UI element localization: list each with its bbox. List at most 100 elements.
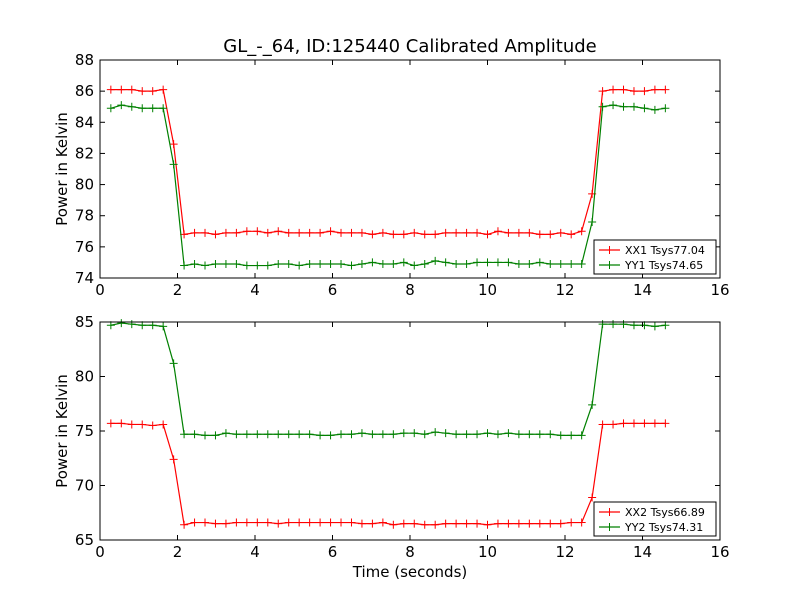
data-point	[661, 85, 670, 94]
data-point	[420, 430, 429, 439]
data-point	[577, 431, 586, 440]
data-point	[640, 321, 649, 330]
data-point	[326, 518, 335, 527]
legend-marker	[605, 246, 614, 254]
data-point	[284, 259, 293, 268]
data-point	[399, 429, 408, 438]
data-point	[357, 259, 366, 268]
data-point	[431, 256, 440, 265]
x-tick-label: 0	[95, 543, 105, 561]
y-tick-label: 85	[75, 313, 94, 331]
chart-panel-1: 0 2 4 6 8 10 12 14 16 74 76 78 80 82 84 86 88 Power in Ke…	[53, 51, 730, 299]
data-point	[514, 430, 523, 439]
data-point	[567, 259, 576, 268]
data-point	[180, 520, 189, 529]
data-point	[138, 420, 147, 429]
data-point	[347, 430, 356, 439]
data-point	[514, 228, 523, 237]
data-point	[316, 259, 325, 268]
series-1-2	[106, 101, 670, 270]
data-point	[462, 430, 471, 439]
data-point	[640, 104, 649, 113]
data-point	[127, 420, 136, 429]
data-point	[221, 519, 230, 528]
data-point	[598, 102, 607, 111]
data-point	[159, 85, 168, 94]
data-point	[629, 419, 638, 428]
data-point	[504, 228, 513, 237]
data-point	[316, 228, 325, 237]
data-point	[441, 429, 450, 438]
data-point	[567, 230, 576, 239]
data-point	[473, 430, 482, 439]
data-point	[253, 518, 262, 527]
data-point	[556, 259, 565, 268]
data-point	[493, 519, 502, 528]
data-point	[452, 519, 461, 528]
data-point	[629, 321, 638, 330]
x-axis-label: Time (seconds)	[352, 563, 468, 581]
data-point	[211, 230, 220, 239]
data-point	[148, 104, 157, 113]
data-point	[556, 519, 565, 528]
data-point	[326, 259, 335, 268]
data-point	[399, 230, 408, 239]
data-point	[180, 261, 189, 270]
data-point	[389, 230, 398, 239]
data-point	[169, 160, 178, 169]
data-point	[588, 217, 597, 226]
legend-label: XX1 Tsys77.04	[625, 244, 705, 257]
y-tick-label: 86	[75, 82, 94, 100]
legend-box	[593, 239, 717, 275]
data-point	[232, 430, 241, 439]
data-point	[378, 430, 387, 439]
series-line	[110, 322, 666, 436]
data-point	[650, 105, 659, 114]
data-point	[609, 101, 618, 110]
y-tick-label: 70	[75, 477, 94, 495]
data-point	[598, 320, 607, 329]
data-point	[201, 518, 210, 527]
data-point	[263, 228, 272, 237]
data-point	[347, 261, 356, 270]
x-tick-label: 6	[328, 281, 338, 299]
y-axis-label: Power in Kelvin	[53, 112, 71, 226]
data-point	[525, 228, 534, 237]
data-point	[609, 85, 618, 94]
data-point	[493, 430, 502, 439]
data-point	[106, 104, 115, 113]
data-point	[169, 359, 178, 368]
data-point	[201, 261, 210, 270]
legend: XX1 Tsys77.04 YY1 Tsys74.65	[593, 239, 717, 275]
data-point	[138, 321, 147, 330]
data-point	[483, 520, 492, 529]
legend-label: YY2 Tsys74.31	[624, 521, 703, 534]
data-point	[535, 430, 544, 439]
data-point	[483, 230, 492, 239]
data-point	[473, 519, 482, 528]
data-point	[316, 431, 325, 440]
data-point	[650, 322, 659, 331]
x-tick-label: 8	[405, 281, 415, 299]
data-point	[462, 228, 471, 237]
data-point	[609, 420, 618, 429]
data-point	[221, 429, 230, 438]
x-tick-label: 4	[250, 281, 260, 299]
data-point	[263, 518, 272, 527]
data-point	[525, 259, 534, 268]
data-point	[629, 102, 638, 111]
data-point	[117, 419, 126, 428]
data-point	[274, 227, 283, 236]
data-point	[535, 230, 544, 239]
data-point	[619, 102, 628, 111]
data-point	[493, 258, 502, 267]
data-point	[211, 519, 220, 528]
data-point	[148, 87, 157, 96]
x-tick-label: 4	[250, 543, 260, 561]
data-point	[452, 430, 461, 439]
data-point	[211, 259, 220, 268]
data-point	[190, 430, 199, 439]
data-point	[368, 519, 377, 528]
y-tick-label: 82	[75, 144, 94, 162]
